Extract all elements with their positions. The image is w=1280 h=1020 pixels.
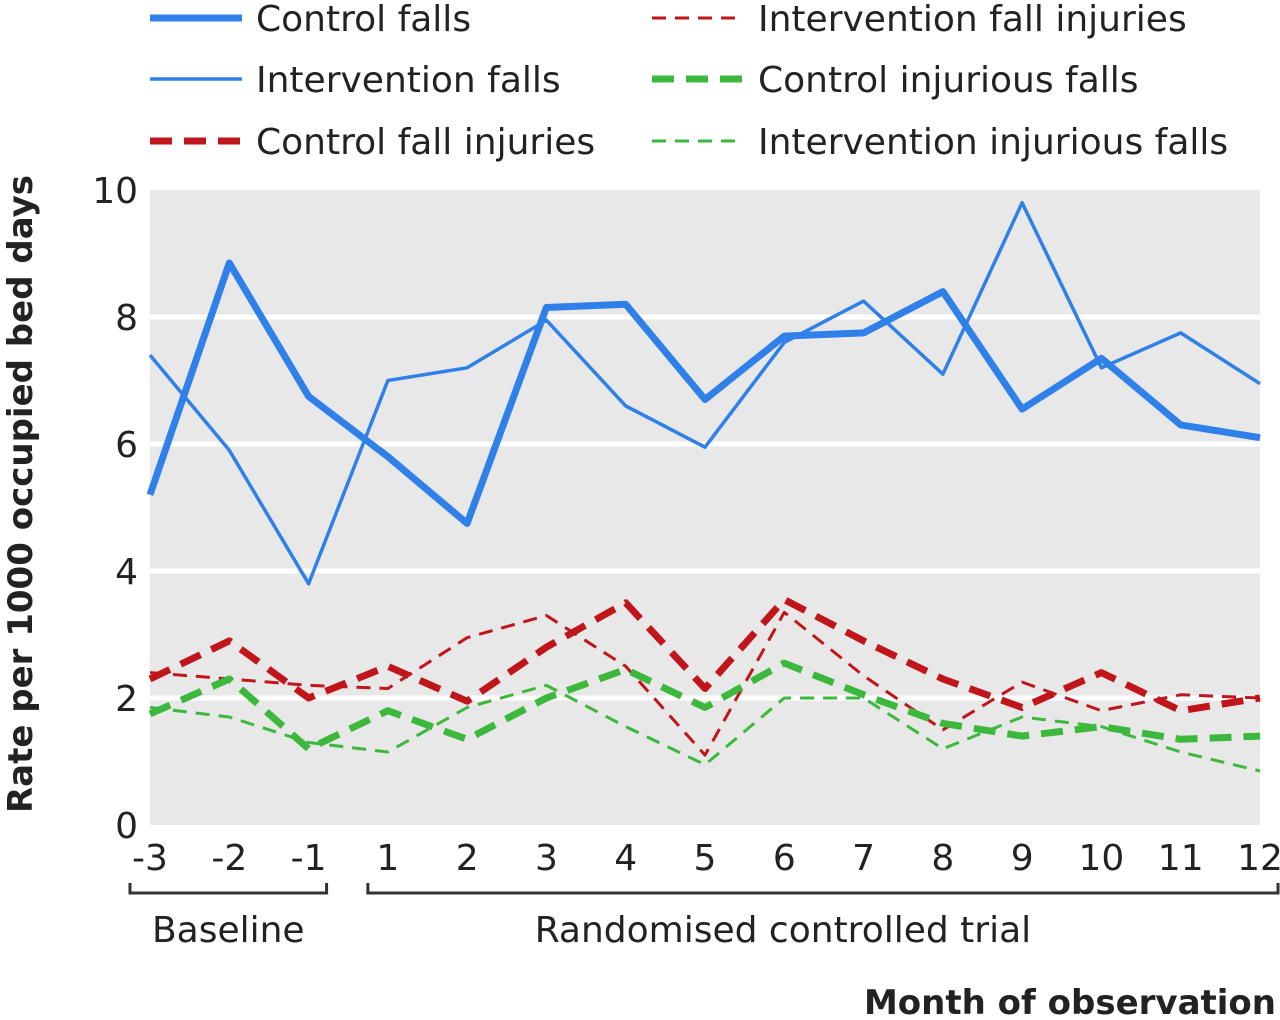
legend-label: Control fall injuries <box>256 122 595 163</box>
x-tick-label: 1 <box>376 838 399 879</box>
x-tick-label: 11 <box>1158 838 1204 879</box>
period-bracket <box>128 883 329 895</box>
legend-label: Intervention falls <box>256 60 561 101</box>
x-tick-label: 7 <box>852 838 875 879</box>
legend-label: Control injurious falls <box>758 60 1139 101</box>
x-tick-label: 3 <box>535 838 558 879</box>
x-tick-label: 9 <box>1011 838 1034 879</box>
y-tick-label: 0 <box>115 806 138 847</box>
x-tick-label: 12 <box>1237 838 1280 879</box>
y-tick-label: 2 <box>115 679 138 720</box>
x-tick-label: -1 <box>291 838 327 879</box>
series-line-intervention-fall-injuries <box>149 610 1261 757</box>
x-tick-label: 5 <box>694 838 717 879</box>
series-line-control-injurious-falls <box>148 659 1261 753</box>
x-tick-label: 6 <box>773 838 796 879</box>
y-axis-title: Rate per 1000 occupied bed days <box>1 175 41 813</box>
x-tick-label: 2 <box>456 838 479 879</box>
x-tick-label: 10 <box>1079 838 1125 879</box>
x-tick-label: 8 <box>931 838 954 879</box>
legend-label: Intervention fall injuries <box>758 0 1187 40</box>
series-line-intervention-falls <box>148 200 1261 586</box>
period-label: Baseline <box>152 910 305 951</box>
legend-label: Control falls <box>256 0 471 40</box>
period-bracket <box>366 883 1280 895</box>
series-line-control-falls <box>146 259 1261 527</box>
x-tick-label: -3 <box>132 838 168 879</box>
period-brackets: Baseline Randomised controlled trial <box>128 883 1280 951</box>
chart-legend: Control falls Intervention falls Control f… <box>150 0 1228 163</box>
series-line-intervention-injurious-falls <box>149 683 1261 773</box>
legend-label: Intervention injurious falls <box>758 122 1228 163</box>
x-axis-title: Month of observation <box>864 983 1276 1020</box>
y-tick-label: 8 <box>115 298 138 339</box>
plot-area <box>150 190 1260 825</box>
y-tick-label: 6 <box>115 425 138 466</box>
y-tick-label: 4 <box>115 552 138 593</box>
series-lines <box>146 200 1261 773</box>
x-axis-ticks: -3 -2 -1 1 2 3 4 5 6 7 8 9 10 11 12 <box>132 838 1280 879</box>
period-label: Randomised controlled trial <box>535 910 1031 951</box>
x-tick-label: -2 <box>211 838 247 879</box>
gridlines <box>150 314 1260 701</box>
y-axis-ticks: 0 2 4 6 8 10 <box>92 171 138 847</box>
x-tick-label: 4 <box>614 838 637 879</box>
y-tick-label: 10 <box>92 171 138 212</box>
